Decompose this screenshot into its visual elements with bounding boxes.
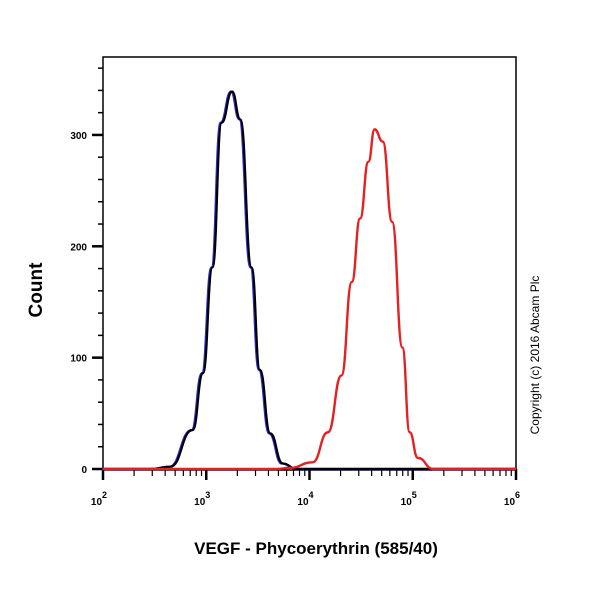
y-tick-label: 200	[70, 242, 87, 253]
y-axis: 0 100 200 300	[70, 67, 103, 476]
histogram-series-3	[103, 128, 516, 471]
x-tick-label: 105	[401, 490, 417, 508]
x-tick-base: 10	[401, 497, 413, 508]
y-tick-label: 300	[70, 131, 87, 142]
x-tick-label: 106	[504, 490, 520, 508]
x-tick-exponent: 4	[309, 490, 314, 500]
y-tick-label: 100	[70, 354, 87, 365]
x-tick-base: 10	[504, 497, 516, 508]
x-tick-label: 103	[194, 490, 210, 508]
y-axis-title: Count	[26, 262, 47, 318]
copyright-text: Copyright (c) 2016 Abcam Plc	[528, 276, 542, 435]
x-tick-label: 104	[297, 490, 313, 508]
plot-frame	[102, 56, 517, 471]
x-tick-exponent: 5	[412, 490, 417, 500]
histogram-series-2	[103, 90, 516, 471]
x-tick-exponent: 6	[515, 490, 520, 500]
y-tick-label: 0	[81, 465, 87, 476]
x-axis-title: VEGF - Phycoerythrin (585/40)	[194, 539, 438, 558]
x-tick-exponent: 2	[102, 490, 107, 500]
x-tick-exponent: 3	[205, 490, 210, 500]
x-tick-base: 10	[297, 497, 309, 508]
histogram-series-1	[102, 90, 515, 471]
series-group	[102, 90, 516, 471]
x-tick-base: 10	[91, 497, 103, 508]
x-tick-label: 102	[91, 490, 107, 508]
x-tick-base: 10	[194, 497, 206, 508]
